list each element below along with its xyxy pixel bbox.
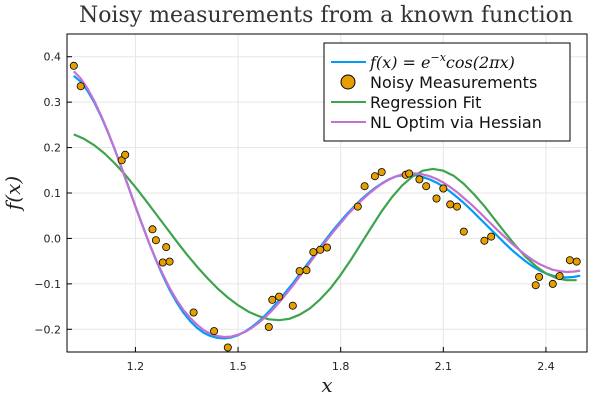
measurement-point: [555, 272, 564, 281]
chart-title: Noisy measurements from a known function: [79, 3, 573, 28]
nl-optim-line: [73, 70, 581, 339]
measurement-point: [151, 236, 160, 245]
measurement-point: [268, 295, 277, 304]
measurement-point: [158, 258, 167, 267]
legend-box: [323, 42, 571, 142]
legend-swatch-measurements: [340, 74, 356, 90]
legend-function-exp: −x: [430, 51, 446, 64]
measurement-point: [353, 202, 362, 211]
measurement-point: [487, 232, 496, 241]
y-tick-label: 0.2: [44, 142, 62, 155]
measurement-point: [548, 279, 557, 288]
measurement-point: [210, 327, 219, 336]
legend-function-lhs: f(x) = e: [369, 53, 430, 72]
y-tick-label: 0.4: [44, 51, 62, 64]
legend: f(x) = e−xcos(2πx) Noisy Measurements Re…: [323, 42, 571, 142]
x-tick-label: 1.2: [127, 360, 145, 373]
y-tick-label: −0.1: [34, 278, 61, 291]
measurement-point: [480, 236, 489, 245]
legend-label-nl-optim: NL Optim via Hessian: [370, 113, 542, 132]
measurement-point: [565, 256, 574, 265]
measurement-point: [572, 257, 581, 266]
measurement-point: [422, 182, 431, 191]
measurement-point: [275, 292, 284, 301]
y-axis-label: f(x): [1, 176, 25, 212]
regression-line: [73, 133, 577, 322]
measurement-point: [295, 267, 304, 276]
legend-label-function: f(x) = e−xcos(2πx): [369, 51, 515, 72]
measurement-point: [223, 343, 232, 352]
measurement-point: [452, 202, 461, 211]
axis-ticks: 1.2 1.5 1.8 2.1 2.4 −0.2 −0.1 0.0 0.1 0.2 0.3 0.4: [34, 51, 554, 373]
x-tick-label: 2.4: [537, 360, 555, 373]
measurement-point: [531, 281, 540, 290]
measurement-point: [446, 200, 455, 209]
measurement-point: [322, 243, 331, 252]
legend-function-rhs: cos(2πx): [446, 53, 515, 72]
y-tick-label: 0.0: [44, 232, 62, 245]
measurement-point: [370, 172, 379, 181]
measurement-point: [459, 227, 468, 236]
x-tick-label: 1.5: [229, 360, 247, 373]
measurement-point: [316, 245, 325, 254]
x-axis-label: x: [321, 373, 332, 397]
measurement-point: [165, 257, 174, 266]
x-tick-label: 2.1: [435, 360, 453, 373]
measurement-point: [162, 243, 171, 252]
legend-label-measurements: Noisy Measurements: [370, 73, 537, 92]
measurement-point: [535, 272, 544, 281]
x-tick-label: 1.8: [332, 360, 350, 373]
measurement-point: [415, 175, 424, 184]
measurement-point: [432, 194, 441, 203]
measurement-point: [405, 169, 414, 178]
measurement-point: [69, 61, 78, 70]
measurement-point: [121, 150, 130, 159]
measurement-point: [377, 168, 386, 177]
measurement-point: [76, 82, 85, 91]
y-tick-label: 0.3: [44, 96, 62, 109]
measurement-point: [439, 184, 448, 193]
y-tick-label: 0.1: [44, 187, 62, 200]
y-tick-label: −0.2: [34, 323, 61, 336]
legend-label-regression: Regression Fit: [370, 93, 481, 112]
measurement-point: [189, 308, 198, 317]
measurement-point: [309, 248, 318, 257]
measurement-point: [288, 301, 297, 310]
measurement-point: [148, 225, 157, 234]
series-layer: [69, 61, 581, 352]
measurement-point: [264, 322, 273, 331]
measurement-point: [360, 182, 369, 191]
measurement-point: [302, 266, 311, 275]
